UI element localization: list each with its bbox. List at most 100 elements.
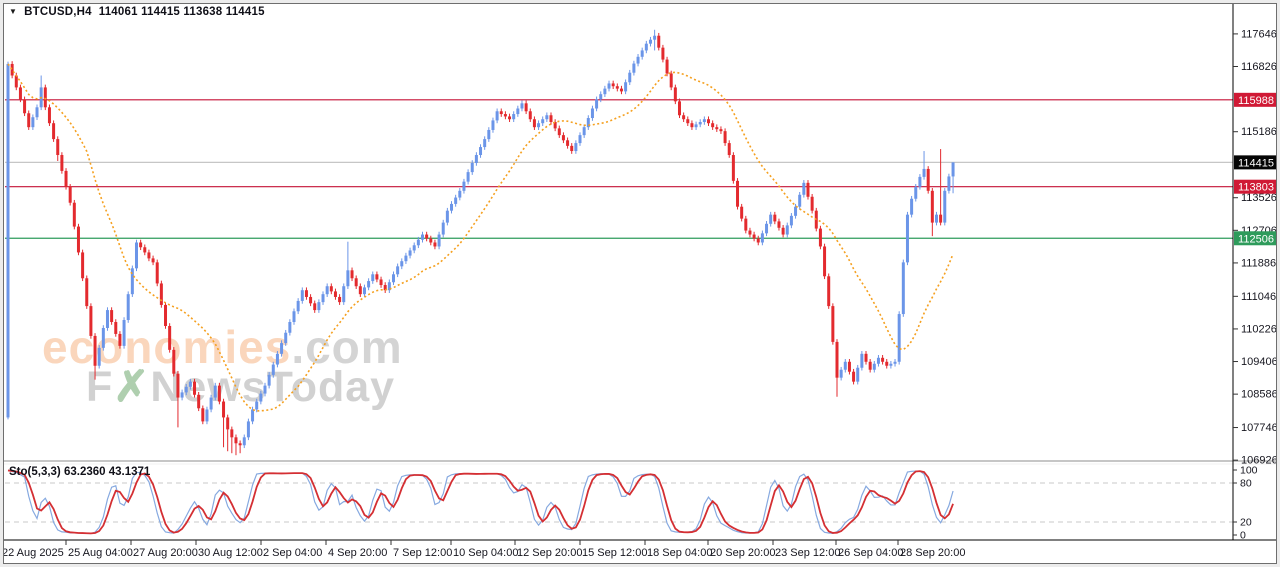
- candle-bear: [64, 170, 68, 187]
- candle-bear: [528, 111, 532, 120]
- candle-bear: [309, 296, 313, 304]
- candle-bear: [723, 131, 727, 144]
- candle-bear: [47, 107, 51, 124]
- chevron-down-icon[interactable]: ▼: [9, 7, 18, 16]
- candle-bull: [914, 186, 918, 199]
- candle-bull: [856, 367, 860, 382]
- price-badge-label: 113803: [1238, 182, 1274, 194]
- candle-bear: [168, 325, 172, 350]
- candle-bear: [665, 59, 669, 74]
- candle-bull: [122, 320, 126, 346]
- candle-bull: [607, 83, 611, 89]
- candle-bear: [23, 99, 27, 114]
- candle-bear: [773, 214, 777, 222]
- candle-bull: [918, 176, 922, 187]
- time-tick-label: 15 Sep 12:00: [582, 547, 647, 559]
- time-tick-label: 22 Aug 2025: [2, 547, 64, 559]
- candle-bull: [653, 35, 657, 40]
- candle-bull: [416, 239, 420, 246]
- stochastic-indicator-label: Sto(5,3,3) 63.2360 43.1371: [9, 466, 151, 478]
- candle-bull: [702, 119, 706, 123]
- candle-bull: [839, 369, 843, 378]
- candle-bull: [280, 343, 284, 354]
- candle-bull: [35, 107, 39, 118]
- candle-bull: [275, 353, 279, 365]
- candle-bear: [524, 103, 528, 112]
- candle-bull: [893, 361, 897, 364]
- candle-bull: [458, 190, 462, 198]
- candle-bear: [657, 35, 661, 48]
- candle-bull: [188, 381, 192, 387]
- candle-bear: [835, 341, 839, 378]
- sto-tick-label: 20: [1240, 517, 1252, 529]
- candle-bear: [197, 394, 201, 409]
- sto-tick-label: 0: [1240, 530, 1246, 542]
- candle-bull: [905, 214, 909, 263]
- candle-bear: [143, 247, 147, 253]
- price-badge-115988: 115988: [1234, 92, 1276, 107]
- candle-bull: [516, 108, 520, 115]
- candle-bear: [727, 143, 731, 156]
- candle-bear: [661, 47, 665, 60]
- price-axis[interactable]: 1176461168261151861135261127061118861110…: [1233, 28, 1278, 467]
- candle-bear: [611, 83, 615, 87]
- time-tick-label: 10 Sep 04:00: [453, 547, 518, 559]
- candle-bull: [321, 294, 325, 303]
- candle-bear: [881, 357, 885, 362]
- candle-bull: [296, 300, 300, 312]
- candle-bull: [284, 332, 288, 344]
- candle-bull: [632, 63, 636, 73]
- price-tick-label: 107746: [1241, 422, 1278, 434]
- candle-bull: [889, 363, 893, 366]
- candle-bear: [752, 234, 756, 239]
- time-tick-label: 30 Aug 12:00: [198, 547, 263, 559]
- candle-bear: [93, 335, 97, 366]
- candle-bull: [105, 310, 109, 328]
- price-tick-label: 116826: [1241, 61, 1277, 73]
- candle-bull: [317, 302, 321, 311]
- candle-bull: [901, 262, 905, 315]
- candle-bull: [876, 357, 880, 364]
- price-tick-label: 117646: [1241, 28, 1277, 40]
- candle-bull: [292, 311, 296, 323]
- candle-bull: [325, 286, 329, 295]
- candle-bull: [520, 103, 524, 109]
- candle-bull: [126, 294, 130, 321]
- candle-bear: [748, 230, 752, 235]
- candle-bull: [483, 139, 487, 148]
- candle-bear: [147, 252, 151, 259]
- candle-bear: [27, 113, 31, 128]
- candle-bull: [574, 143, 578, 152]
- candle-bull: [769, 214, 773, 224]
- candle-bull: [255, 401, 259, 410]
- time-tick-label: 28 Sep 20:00: [900, 547, 965, 559]
- candle-bear: [673, 87, 677, 102]
- candle-bear: [532, 119, 536, 128]
- candle-bear: [329, 286, 333, 292]
- candle-bull: [180, 392, 184, 398]
- candle-bear: [139, 242, 143, 248]
- price-badge-label: 114415: [1238, 157, 1274, 169]
- price-tick-label: 111046: [1241, 291, 1276, 303]
- candle-bull: [910, 198, 914, 215]
- price-badge-label: 115988: [1238, 95, 1274, 107]
- time-tick-label: 4 Sep 20:00: [328, 547, 387, 559]
- candle-bull: [922, 168, 926, 177]
- candle-bull: [789, 215, 793, 226]
- price-badge-114415: 114415: [1234, 155, 1276, 170]
- candle-bear: [615, 86, 619, 89]
- candle-bear: [217, 385, 221, 402]
- candle-bear: [561, 135, 565, 141]
- candle-bear: [433, 242, 437, 247]
- candle-bull: [400, 261, 404, 267]
- candle-bear: [155, 262, 159, 284]
- time-tick-label: 7 Sep 12:00: [393, 547, 452, 559]
- candle-bull: [263, 385, 267, 394]
- time-tick-label: 18 Sep 04:00: [647, 547, 712, 559]
- price-tick-label: 110226: [1241, 323, 1277, 335]
- time-axis[interactable]: 22 Aug 2025 25 Aug 04:00 27 Aug 20:00 30 Au…: [0, 540, 965, 559]
- candle-bull: [209, 397, 213, 410]
- candle-bull: [408, 250, 412, 256]
